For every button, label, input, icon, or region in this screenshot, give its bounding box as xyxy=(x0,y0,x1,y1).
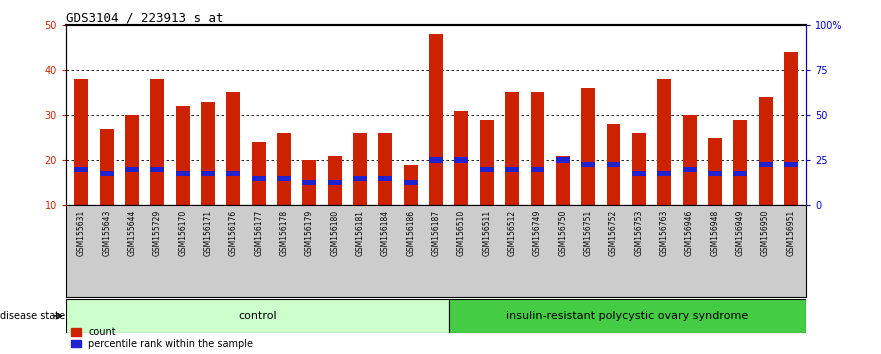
Text: GSM156749: GSM156749 xyxy=(533,210,542,256)
Bar xyxy=(125,166,139,172)
Text: GSM156511: GSM156511 xyxy=(482,210,492,256)
Bar xyxy=(302,160,316,205)
Text: GSM155644: GSM155644 xyxy=(128,210,137,256)
Bar xyxy=(505,92,519,205)
Bar xyxy=(759,162,773,167)
Text: GSM156178: GSM156178 xyxy=(279,210,289,256)
Text: insulin-resistant polycystic ovary syndrome: insulin-resistant polycystic ovary syndr… xyxy=(507,311,749,321)
Bar xyxy=(556,156,570,205)
Bar xyxy=(733,171,747,176)
Text: GSM156750: GSM156750 xyxy=(559,210,567,256)
Bar xyxy=(379,133,392,205)
Bar xyxy=(403,180,418,185)
Text: GSM156187: GSM156187 xyxy=(432,210,440,256)
Bar xyxy=(175,171,189,176)
Bar xyxy=(708,171,722,176)
Text: GSM156171: GSM156171 xyxy=(204,210,212,256)
Bar xyxy=(74,166,88,172)
Text: GSM156946: GSM156946 xyxy=(685,210,694,256)
Bar xyxy=(403,165,418,205)
Bar xyxy=(733,120,747,205)
Bar xyxy=(353,133,367,205)
Bar xyxy=(606,124,620,205)
Text: GSM156177: GSM156177 xyxy=(255,210,263,256)
Text: GSM155729: GSM155729 xyxy=(152,210,162,256)
Bar xyxy=(226,92,241,205)
Bar xyxy=(74,79,88,205)
Bar xyxy=(328,156,342,205)
Bar xyxy=(379,176,392,181)
Bar xyxy=(480,120,493,205)
Bar xyxy=(175,106,189,205)
Bar xyxy=(201,171,215,176)
Text: GSM156751: GSM156751 xyxy=(583,210,593,256)
Text: GSM156180: GSM156180 xyxy=(330,210,339,256)
Bar xyxy=(455,110,469,205)
Text: GSM156752: GSM156752 xyxy=(609,210,618,256)
Bar xyxy=(100,129,114,205)
Text: GSM156510: GSM156510 xyxy=(457,210,466,256)
Text: GSM156951: GSM156951 xyxy=(787,210,796,256)
Bar xyxy=(759,97,773,205)
Text: GSM156186: GSM156186 xyxy=(406,210,415,256)
Bar xyxy=(151,79,164,205)
Bar xyxy=(606,162,620,167)
Text: GSM155643: GSM155643 xyxy=(102,210,111,256)
Bar xyxy=(683,115,697,205)
Legend: count, percentile rank within the sample: count, percentile rank within the sample xyxy=(71,327,254,349)
Bar xyxy=(328,180,342,185)
Bar xyxy=(277,176,291,181)
Text: GSM156512: GSM156512 xyxy=(507,210,516,256)
Bar xyxy=(277,133,291,205)
Bar xyxy=(784,52,798,205)
Text: GDS3104 / 223913_s_at: GDS3104 / 223913_s_at xyxy=(66,11,224,24)
Bar xyxy=(100,171,114,176)
Text: GSM156949: GSM156949 xyxy=(736,210,744,256)
Bar xyxy=(632,133,646,205)
Bar xyxy=(151,166,164,172)
Text: GSM156176: GSM156176 xyxy=(229,210,238,256)
Bar xyxy=(226,171,241,176)
Bar xyxy=(429,158,443,163)
Text: GSM156753: GSM156753 xyxy=(634,210,643,256)
Bar xyxy=(581,88,596,205)
Bar xyxy=(252,142,266,205)
Bar xyxy=(657,171,671,176)
Bar xyxy=(632,171,646,176)
Bar xyxy=(302,180,316,185)
Text: GSM156184: GSM156184 xyxy=(381,210,390,256)
Text: GSM156170: GSM156170 xyxy=(178,210,187,256)
Text: GSM156181: GSM156181 xyxy=(356,210,365,256)
FancyBboxPatch shape xyxy=(448,299,806,333)
Bar xyxy=(353,176,367,181)
Bar xyxy=(125,115,139,205)
Bar xyxy=(201,102,215,205)
Bar xyxy=(505,166,519,172)
Bar xyxy=(581,162,596,167)
Bar xyxy=(784,162,798,167)
Text: GSM156948: GSM156948 xyxy=(710,210,720,256)
Bar xyxy=(556,158,570,163)
Bar xyxy=(708,138,722,205)
Text: GSM155631: GSM155631 xyxy=(77,210,85,256)
Text: control: control xyxy=(238,311,277,321)
Bar xyxy=(455,158,469,163)
FancyBboxPatch shape xyxy=(66,299,448,333)
Bar xyxy=(530,166,544,172)
Bar xyxy=(657,79,671,205)
Text: GSM156763: GSM156763 xyxy=(660,210,669,256)
Text: disease state: disease state xyxy=(0,311,68,321)
Bar xyxy=(252,176,266,181)
Text: GSM156179: GSM156179 xyxy=(305,210,314,256)
Bar xyxy=(683,166,697,172)
Bar xyxy=(480,166,493,172)
Text: GSM156950: GSM156950 xyxy=(761,210,770,256)
Bar xyxy=(530,92,544,205)
Bar xyxy=(429,34,443,205)
